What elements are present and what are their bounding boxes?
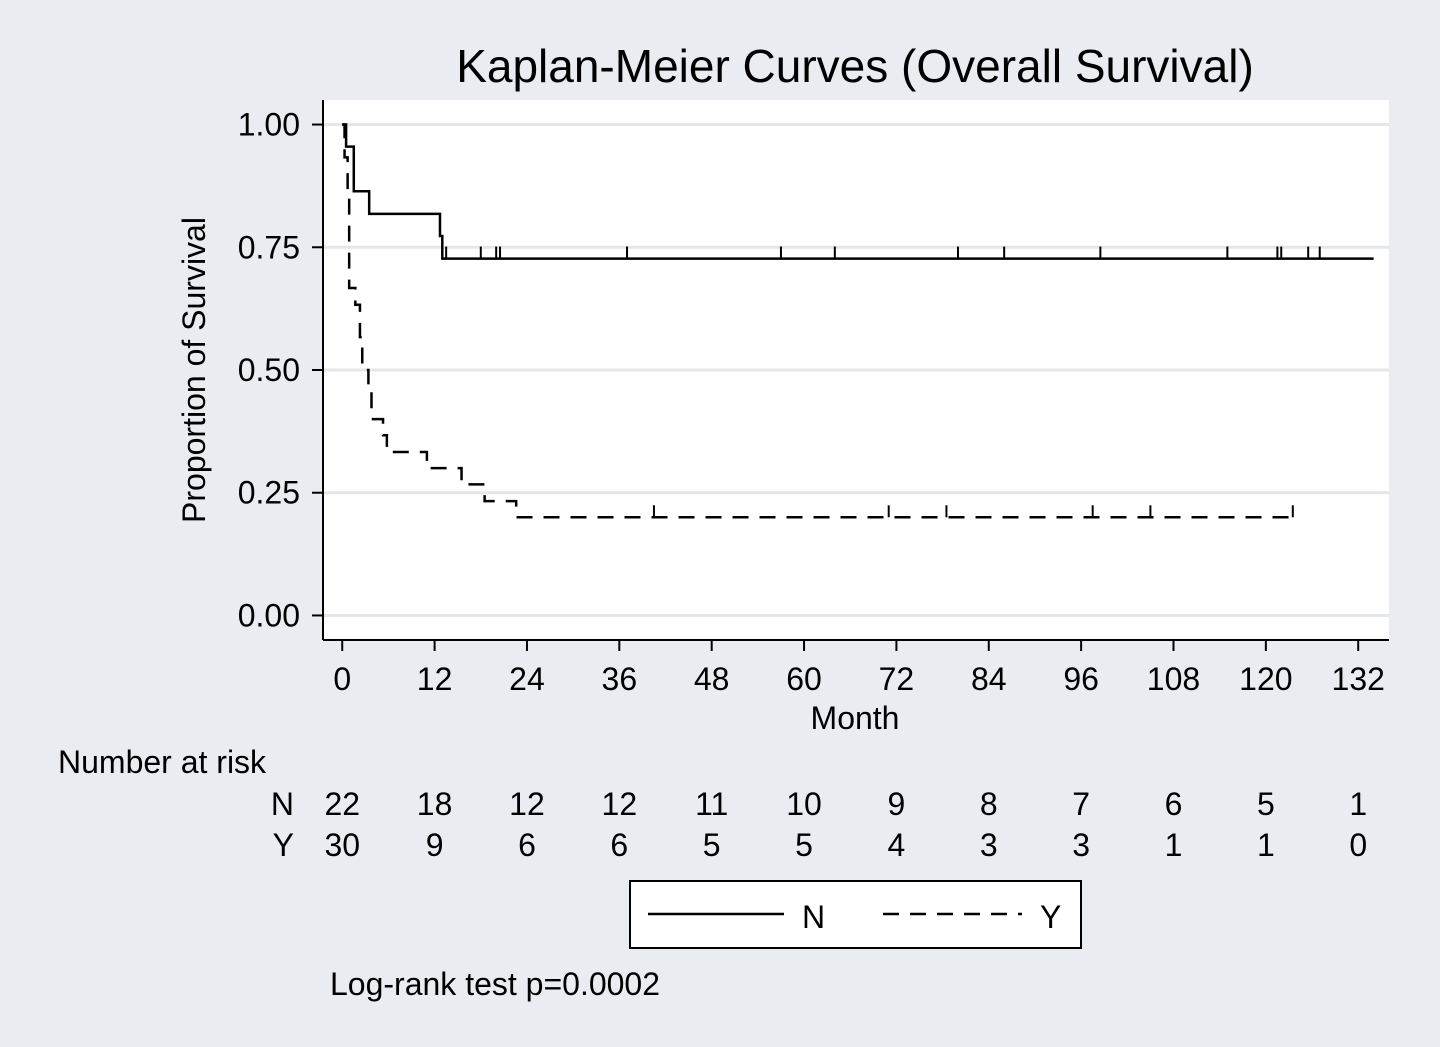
risk-table: Number at risk N 22 18 12 12 11 10 9 8 7 6 5 1Y 30 9 6 6… — [58, 744, 1367, 863]
risk-value-y-0: 30 — [324, 827, 360, 863]
chart-title: Kaplan-Meier Curves (Overall Survival) — [456, 40, 1254, 92]
log-rank-annotation: Log-rank test p=0.0002 — [330, 966, 660, 1002]
x-tick-label-1: 12 — [417, 661, 453, 697]
risk-value-n-11: 1 — [1349, 786, 1367, 822]
risk-value-y-8: 3 — [1072, 827, 1090, 863]
risk-value-n-1: 18 — [417, 786, 453, 822]
risk-value-n-10: 5 — [1257, 786, 1275, 822]
y-tick-label-4: 1.00 — [238, 107, 300, 143]
series-layer — [342, 123, 1374, 519]
risk-value-y-7: 3 — [980, 827, 998, 863]
risk-value-y-9: 1 — [1165, 827, 1183, 863]
y-tick-label-0: 0.00 — [238, 597, 300, 633]
risk-value-n-3: 12 — [602, 786, 638, 822]
risk-value-n-2: 12 — [509, 786, 545, 822]
risk-value-n-4: 11 — [695, 786, 728, 822]
risk-value-n-8: 7 — [1072, 786, 1090, 822]
risk-value-y-5: 5 — [795, 827, 813, 863]
series-y — [342, 123, 1294, 519]
x-tick-label-4: 48 — [694, 661, 730, 697]
risk-value-y-2: 6 — [518, 827, 536, 863]
risk-value-n-7: 8 — [980, 786, 998, 822]
x-tick-label-10: 120 — [1239, 661, 1292, 697]
y-tick-label-2: 0.50 — [238, 352, 300, 388]
risk-value-y-3: 6 — [610, 827, 628, 863]
x-tick-label-3: 36 — [602, 661, 638, 697]
x-tick-label-9: 108 — [1147, 661, 1200, 697]
x-tick-label-2: 24 — [509, 661, 545, 697]
x-tick-label-8: 96 — [1063, 661, 1099, 697]
series-n — [342, 123, 1374, 260]
x-tick-label-0: 0 — [333, 661, 351, 697]
y-axis-label: Proportion of Survival — [176, 217, 212, 523]
risk-value-n-6: 9 — [888, 786, 906, 822]
legend: N Y — [629, 880, 1082, 949]
legend-label-y: Y — [1040, 899, 1061, 935]
survival-curve-n — [342, 123, 1374, 260]
risk-value-n-9: 6 — [1165, 786, 1183, 822]
x-tick-label-5: 60 — [786, 661, 822, 697]
y-tick-label-1: 0.25 — [238, 475, 300, 511]
x-axis-label: Month — [811, 700, 900, 736]
risk-value-n-5: 10 — [786, 786, 822, 822]
risk-row-label-y: Y — [273, 827, 294, 863]
risk-value-y-10: 1 — [1257, 827, 1275, 863]
x-tick-label-11: 132 — [1332, 661, 1385, 697]
risk-value-y-6: 4 — [888, 827, 906, 863]
x-tick-label-7: 84 — [971, 661, 1007, 697]
risk-value-n-0: 22 — [324, 786, 360, 822]
risk-table-title: Number at risk — [58, 744, 267, 780]
legend-label-n: N — [802, 899, 825, 935]
axes: 0.00 0.25 0.50 0.75 1.00 0 12 24 36 48 60 72 84 96 108… — [238, 100, 1389, 697]
x-tick-label-6: 72 — [879, 661, 915, 697]
risk-value-y-1: 9 — [426, 827, 444, 863]
risk-value-y-11: 0 — [1349, 827, 1367, 863]
risk-row-label-n: N — [271, 786, 294, 822]
y-tick-label-3: 0.75 — [238, 229, 300, 265]
risk-value-y-4: 5 — [703, 827, 721, 863]
